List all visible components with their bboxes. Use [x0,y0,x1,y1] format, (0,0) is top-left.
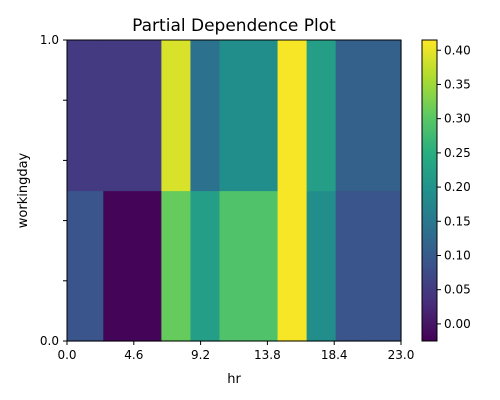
chart-title: Partial Dependence Plot [132,16,336,36]
colorbar-tick-label: 0.00 [444,317,471,331]
colorbar-tick-label: 0.20 [444,180,471,194]
heatmap-cell [67,190,104,342]
heatmap-cell [190,40,221,192]
heatmap-cell [335,190,366,342]
colorbar-ticks: 0.00 0.05 0.10 0.15 0.20 0.25 0.30 0.35 0.40 [437,43,471,331]
heatmap-cell [219,40,279,192]
x-axis-label: hr [227,372,241,387]
colorbar-tick-label: 0.15 [444,214,471,228]
x-tick-label: 0.0 [57,348,76,362]
heatmap-cell [161,190,192,342]
heatmap-cell [219,190,279,342]
x-axis-ticks: 0.0 4.6 9.2 13.8 18.4 23.0 [57,341,414,362]
heatmap-cell [161,40,192,192]
heatmap-cell [277,40,308,192]
x-tick-label: 23.0 [388,348,415,362]
y-axis-ticks: 0.0 1.0 [40,33,67,348]
x-tick-label: 9.2 [191,348,210,362]
heatmap-cell [103,190,162,342]
y-axis-label: workingday [16,152,31,228]
x-tick-label: 13.8 [254,348,281,362]
heatmap-cell [335,40,366,192]
x-tick-label: 4.6 [124,348,143,362]
heatmap-cell [190,190,221,342]
colorbar-tick-label: 0.35 [444,77,471,91]
colorbar-tick-label: 0.30 [444,112,471,126]
heatmap-cell [103,40,162,192]
x-tick-label: 18.4 [321,348,348,362]
plot-frame [66,39,402,342]
colorbar-tick-label: 0.10 [444,248,471,262]
heatmap-cell [277,190,308,342]
colorbar-tick-label: 0.05 [444,283,471,297]
y-tick-label: 0.0 [40,334,59,348]
heatmap-cell [67,40,104,192]
heatmap-cell [306,190,337,342]
heatmap-cell [364,40,402,192]
colorbar-tick-label: 0.40 [444,43,471,57]
heatmap-cell [364,190,402,342]
colorbar-tick-label: 0.25 [444,146,471,160]
y-tick-label: 1.0 [40,33,59,47]
heatmap-cell [306,40,337,192]
colorbar [421,39,438,342]
heatmap-cells [67,40,402,342]
